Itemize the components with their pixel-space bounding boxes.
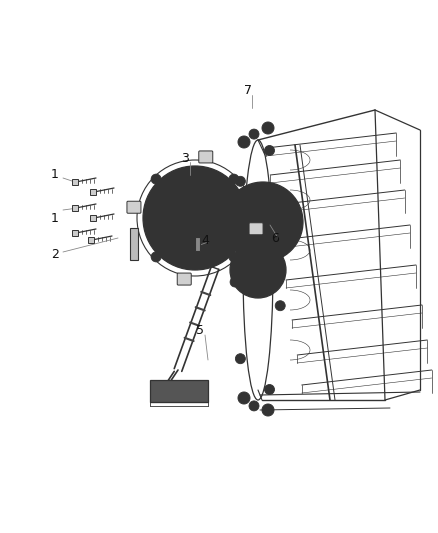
Circle shape	[267, 148, 272, 153]
Circle shape	[276, 209, 281, 214]
Circle shape	[151, 174, 161, 184]
Bar	[130, 228, 138, 260]
Circle shape	[238, 356, 243, 361]
Circle shape	[249, 401, 259, 411]
Bar	[150, 380, 208, 402]
Circle shape	[278, 303, 283, 308]
Circle shape	[268, 191, 276, 199]
Circle shape	[274, 207, 284, 217]
Circle shape	[262, 122, 274, 134]
Bar	[72, 230, 78, 236]
Circle shape	[229, 252, 239, 262]
Circle shape	[233, 279, 237, 285]
Circle shape	[265, 146, 275, 156]
Circle shape	[238, 392, 250, 404]
Bar	[90, 215, 96, 221]
Circle shape	[237, 235, 244, 243]
Circle shape	[173, 196, 217, 240]
Circle shape	[151, 252, 161, 262]
FancyBboxPatch shape	[199, 151, 213, 163]
Text: 1: 1	[51, 168, 59, 182]
Circle shape	[235, 176, 245, 187]
FancyBboxPatch shape	[249, 223, 263, 235]
Circle shape	[241, 139, 247, 145]
Bar	[90, 189, 96, 195]
Text: 7: 7	[244, 84, 252, 96]
Text: 1: 1	[51, 212, 59, 224]
Circle shape	[287, 218, 295, 226]
Text: 5: 5	[196, 324, 204, 336]
Circle shape	[262, 404, 274, 416]
Circle shape	[265, 384, 275, 394]
Text: 2: 2	[51, 248, 59, 262]
Circle shape	[268, 245, 276, 253]
Circle shape	[238, 136, 250, 148]
Circle shape	[155, 178, 235, 258]
Circle shape	[143, 166, 247, 270]
Circle shape	[238, 179, 243, 184]
Bar	[88, 237, 94, 243]
Circle shape	[237, 201, 244, 209]
Bar	[72, 179, 78, 185]
Circle shape	[249, 208, 277, 236]
Circle shape	[238, 250, 278, 290]
Text: 3: 3	[181, 151, 189, 165]
Bar	[72, 205, 78, 211]
Circle shape	[251, 403, 257, 408]
Circle shape	[230, 277, 240, 287]
Bar	[195, 237, 200, 251]
Circle shape	[230, 242, 286, 298]
Circle shape	[235, 354, 245, 364]
Text: 4: 4	[201, 233, 209, 246]
Circle shape	[241, 395, 247, 401]
Circle shape	[275, 301, 285, 311]
Circle shape	[267, 387, 272, 392]
Circle shape	[223, 182, 303, 262]
Circle shape	[243, 202, 283, 242]
Circle shape	[251, 132, 257, 136]
Text: 6: 6	[271, 231, 279, 245]
Circle shape	[249, 129, 259, 139]
Circle shape	[229, 174, 239, 184]
FancyBboxPatch shape	[127, 201, 141, 213]
Circle shape	[265, 125, 271, 131]
Circle shape	[265, 407, 271, 413]
FancyBboxPatch shape	[177, 273, 191, 285]
Circle shape	[181, 204, 209, 232]
Circle shape	[246, 258, 270, 282]
